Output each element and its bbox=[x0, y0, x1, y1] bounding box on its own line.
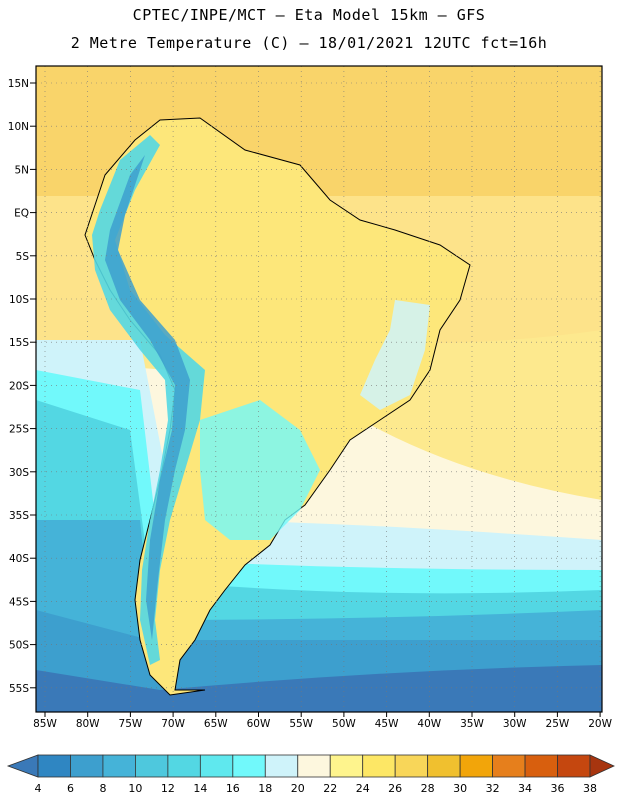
colorbar-label: 28 bbox=[420, 782, 435, 795]
colorbar-label: 18 bbox=[258, 782, 273, 795]
lat-label: 15N bbox=[8, 78, 29, 90]
colorbar-swatch bbox=[37, 754, 71, 778]
lon-label: 35W bbox=[460, 718, 484, 730]
lat-label: 25S bbox=[9, 424, 29, 436]
map-field bbox=[36, 66, 602, 712]
colorbar-swatch bbox=[492, 754, 526, 778]
lat-label: 20S bbox=[9, 380, 29, 392]
colorbar-swatch bbox=[232, 754, 266, 778]
colorbar-label: 16 bbox=[225, 782, 240, 795]
lon-label: 75W bbox=[119, 718, 143, 730]
colorbar-label: 4 bbox=[34, 782, 42, 795]
lon-label: 20W bbox=[588, 718, 612, 730]
lat-label: 5S bbox=[16, 251, 30, 263]
colorbar-label: 30 bbox=[453, 782, 468, 795]
east-brazil-highlands bbox=[360, 300, 430, 410]
colorbar-swatch bbox=[135, 754, 169, 778]
colorbar-arrow-low bbox=[6, 754, 39, 778]
colorbar-label: 10 bbox=[128, 782, 143, 795]
colorbar-swatch bbox=[459, 754, 493, 778]
map-frame bbox=[35, 65, 603, 713]
colorbar-swatch bbox=[70, 754, 104, 778]
colorbar bbox=[6, 754, 615, 778]
lon-label: 30W bbox=[503, 718, 527, 730]
lon-label: 80W bbox=[76, 718, 100, 730]
chart-title-line1: CPTEC/INPE/MCT – Eta Model 15km – GFS bbox=[132, 6, 486, 24]
lat-label: 40S bbox=[9, 553, 29, 565]
colorbar-label: 24 bbox=[355, 782, 370, 795]
colorbar-swatch bbox=[394, 754, 429, 778]
lon-label: 70W bbox=[161, 718, 185, 730]
colorbar-arrow-high bbox=[589, 754, 615, 778]
colorbar-swatch bbox=[524, 754, 558, 778]
colorbar-label: 20 bbox=[290, 782, 305, 795]
lon-label: 40W bbox=[417, 718, 441, 730]
colorbar-swatch bbox=[557, 754, 591, 778]
colorbar-swatch bbox=[102, 754, 136, 778]
lat-label: 50S bbox=[9, 640, 29, 652]
colorbar-swatch bbox=[427, 754, 461, 778]
lon-label: 85W bbox=[33, 718, 57, 730]
lon-label: 55W bbox=[289, 718, 313, 730]
colorbar-swatch bbox=[167, 754, 201, 778]
lat-label: 45S bbox=[9, 596, 29, 608]
lon-label: 45W bbox=[375, 718, 399, 730]
colorbar-label: 26 bbox=[388, 782, 403, 795]
longitude-labels: 85W 80W 75W 70W 65W 60W 55W 50W 45W 40W 35W 30W 25W 2… bbox=[33, 712, 613, 730]
colorbar-swatch bbox=[362, 754, 396, 778]
lon-label: 60W bbox=[247, 718, 271, 730]
colorbar-swatch bbox=[199, 754, 234, 778]
colorbar-label: 14 bbox=[193, 782, 208, 795]
ocean-band-6 bbox=[36, 665, 602, 712]
lon-label: 50W bbox=[332, 718, 356, 730]
colorbar-label: 38 bbox=[583, 782, 597, 795]
lat-label: 5N bbox=[14, 164, 29, 176]
chart-title-line2: 2 Metre Temperature (C) – 18/01/2021 12U… bbox=[70, 34, 548, 52]
andes-coldest-zone bbox=[105, 155, 190, 640]
colorbar-label: 36 bbox=[550, 782, 565, 795]
lat-label: 30S bbox=[9, 467, 29, 479]
lon-label: 25W bbox=[546, 718, 570, 730]
colorbar-label: 34 bbox=[518, 782, 533, 795]
lat-label: 55S bbox=[9, 683, 29, 695]
colorbar-label: 12 bbox=[160, 782, 175, 795]
lat-label: 35S bbox=[9, 510, 29, 522]
colorbar-swatch bbox=[264, 754, 299, 778]
colorbar-label: 22 bbox=[323, 782, 338, 795]
colorbar-swatch bbox=[297, 754, 331, 778]
lat-label: 10N bbox=[8, 121, 29, 133]
colorbar-swatch bbox=[329, 754, 364, 778]
colorbar-label: 8 bbox=[99, 782, 107, 795]
lon-label: 65W bbox=[204, 718, 228, 730]
lat-label: EQ bbox=[14, 208, 29, 220]
latitude-labels: 15N 10N 5N EQ 5S 10S 15S 20S 25S 30S 35S 40S 45S 50S 5… bbox=[8, 78, 36, 695]
colorbar-label: 32 bbox=[485, 782, 500, 795]
pampas-cool-zone bbox=[200, 400, 320, 540]
lat-label: 15S bbox=[9, 337, 29, 349]
colorbar-label: 6 bbox=[66, 782, 74, 795]
lat-label: 10S bbox=[9, 294, 29, 306]
